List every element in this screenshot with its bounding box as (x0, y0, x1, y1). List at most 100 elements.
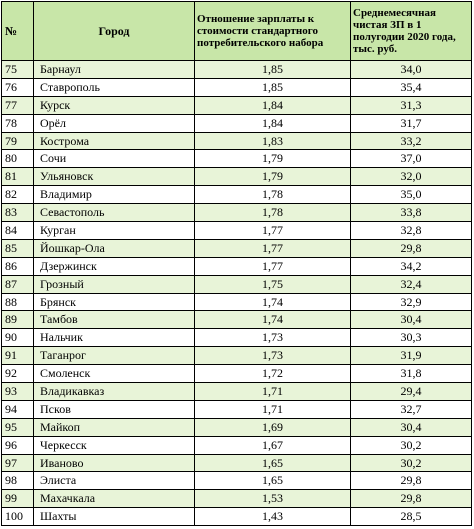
cell-ratio: 1,85 (194, 77, 351, 97)
cell-number: 92 (1, 364, 34, 384)
cell-number: 87 (1, 274, 34, 294)
cell-number: 99 (1, 489, 34, 509)
header-salary-line: чистая ЗП в 1 (353, 18, 422, 31)
cell-city: Йошкар-Ола (33, 238, 195, 258)
table-row: 83 Севастополь 1,78 33,8 (1, 203, 472, 223)
table-row: 97 Иваново 1,65 30,2 (1, 453, 472, 473)
cell-ratio: 1,75 (194, 274, 351, 294)
cell-salary: 34,0 (350, 60, 472, 79)
table-row: 81 Ульяновск 1,79 32,0 (1, 167, 472, 187)
cell-ratio: 1,73 (194, 328, 351, 348)
cell-city: Владикавказ (33, 382, 195, 401)
cell-ratio: 1,72 (194, 364, 351, 384)
cell-city: Тамбов (33, 310, 195, 330)
cell-city: Кострома (33, 131, 195, 151)
table-row: 98 Элиста 1,65 29,8 (1, 471, 472, 491)
header-number: № (1, 1, 34, 61)
cell-salary: 32,7 (350, 399, 472, 419)
cell-salary: 32,4 (350, 274, 472, 294)
cell-city: Псков (33, 399, 195, 419)
cell-ratio: 1,79 (194, 167, 351, 187)
cell-number: 86 (1, 256, 34, 276)
cell-number: 93 (1, 382, 34, 401)
header-ratio-line: потребительского набора (197, 37, 324, 50)
table-row: 76 Ставрополь 1,85 35,4 (1, 77, 472, 97)
cell-salary: 30,2 (350, 453, 472, 473)
header-ratio-line: Отношение зарплаты к (197, 12, 315, 25)
cell-ratio: 1,83 (194, 131, 351, 151)
cell-salary: 31,9 (350, 346, 472, 366)
cell-ratio: 1,65 (194, 453, 351, 473)
header-city: Город (33, 1, 195, 61)
cell-ratio: 1,79 (194, 149, 351, 169)
table-row: 86 Дзержинск 1,77 34,2 (1, 256, 472, 276)
table-row: 99 Махачкала 1,53 29,8 (1, 489, 472, 509)
cell-salary: 30,3 (350, 328, 472, 348)
cell-city: Махачкала (33, 489, 195, 509)
cell-salary: 30,4 (350, 417, 472, 437)
cell-salary: 28,5 (350, 507, 472, 527)
cell-salary: 33,2 (350, 131, 472, 151)
cell-number: 91 (1, 346, 34, 366)
cell-salary: 30,2 (350, 435, 472, 455)
table-row: 90 Нальчик 1,73 30,3 (1, 328, 472, 348)
cell-number: 94 (1, 399, 34, 419)
cell-number: 85 (1, 238, 34, 258)
cell-city: Курск (33, 95, 195, 115)
cell-salary: 29,4 (350, 382, 472, 401)
cell-number: 89 (1, 310, 34, 330)
table-row: 87 Грозный 1,75 32,4 (1, 274, 472, 294)
cell-salary: 31,3 (350, 95, 472, 115)
cell-ratio: 1,74 (194, 292, 351, 312)
table-row: 84 Курган 1,77 32,8 (1, 221, 472, 240)
cell-salary: 32,8 (350, 221, 472, 240)
cell-ratio: 1,84 (194, 95, 351, 115)
cell-ratio: 1,77 (194, 256, 351, 276)
cell-city: Барнаул (33, 60, 195, 79)
cell-salary: 31,8 (350, 364, 472, 384)
cell-number: 83 (1, 203, 34, 223)
cell-number: 97 (1, 453, 34, 473)
cell-city: Смоленск (33, 364, 195, 384)
table-row: 80 Сочи 1,79 37,0 (1, 149, 472, 169)
cell-number: 95 (1, 417, 34, 437)
cell-city: Шахты (33, 507, 195, 527)
table-row: 77 Курск 1,84 31,3 (1, 95, 472, 115)
table-row: 79 Кострома 1,83 33,2 (1, 131, 472, 151)
cell-ratio: 1,78 (194, 203, 351, 223)
cell-number: 90 (1, 328, 34, 348)
cell-number: 80 (1, 149, 34, 169)
header-ratio-line: стоимости стандартного (197, 24, 318, 37)
cell-ratio: 1,43 (194, 507, 351, 527)
cell-city: Сочи (33, 149, 195, 169)
table-body: 75 Барнаул 1,85 34,0 76 Ставрополь 1,85 35,4 77 К… (1, 60, 472, 527)
cell-number: 75 (1, 60, 34, 79)
cell-number: 100 (1, 507, 34, 527)
table-row: 96 Черкесск 1,67 30,2 (1, 435, 472, 455)
cell-ratio: 1,85 (194, 60, 351, 79)
table-row: 75 Барнаул 1,85 34,0 (1, 60, 472, 79)
cell-ratio: 1,69 (194, 417, 351, 437)
cell-salary: 29,8 (350, 471, 472, 491)
table-row: 78 Орёл 1,84 31,7 (1, 113, 472, 133)
cell-ratio: 1,77 (194, 238, 351, 258)
cell-city: Ульяновск (33, 167, 195, 187)
cell-ratio: 1,74 (194, 310, 351, 330)
table-row: 95 Майкоп 1,69 30,4 (1, 417, 472, 437)
cell-city: Черкесск (33, 435, 195, 455)
table-row: 82 Владимир 1,78 35,0 (1, 185, 472, 205)
cell-salary: 29,8 (350, 489, 472, 509)
cell-salary: 31,7 (350, 113, 472, 133)
cell-city: Элиста (33, 471, 195, 491)
cell-ratio: 1,65 (194, 471, 351, 491)
cell-ratio: 1,84 (194, 113, 351, 133)
cell-city: Ставрополь (33, 77, 195, 97)
cell-salary: 37,0 (350, 149, 472, 169)
cell-number: 78 (1, 113, 34, 133)
cell-ratio: 1,71 (194, 382, 351, 401)
cell-city: Брянск (33, 292, 195, 312)
table-row: 88 Брянск 1,74 32,9 (1, 292, 472, 312)
cell-city: Нальчик (33, 328, 195, 348)
header-salary: Среднемесячная чистая ЗП в 1 полугодии 2… (350, 1, 472, 61)
